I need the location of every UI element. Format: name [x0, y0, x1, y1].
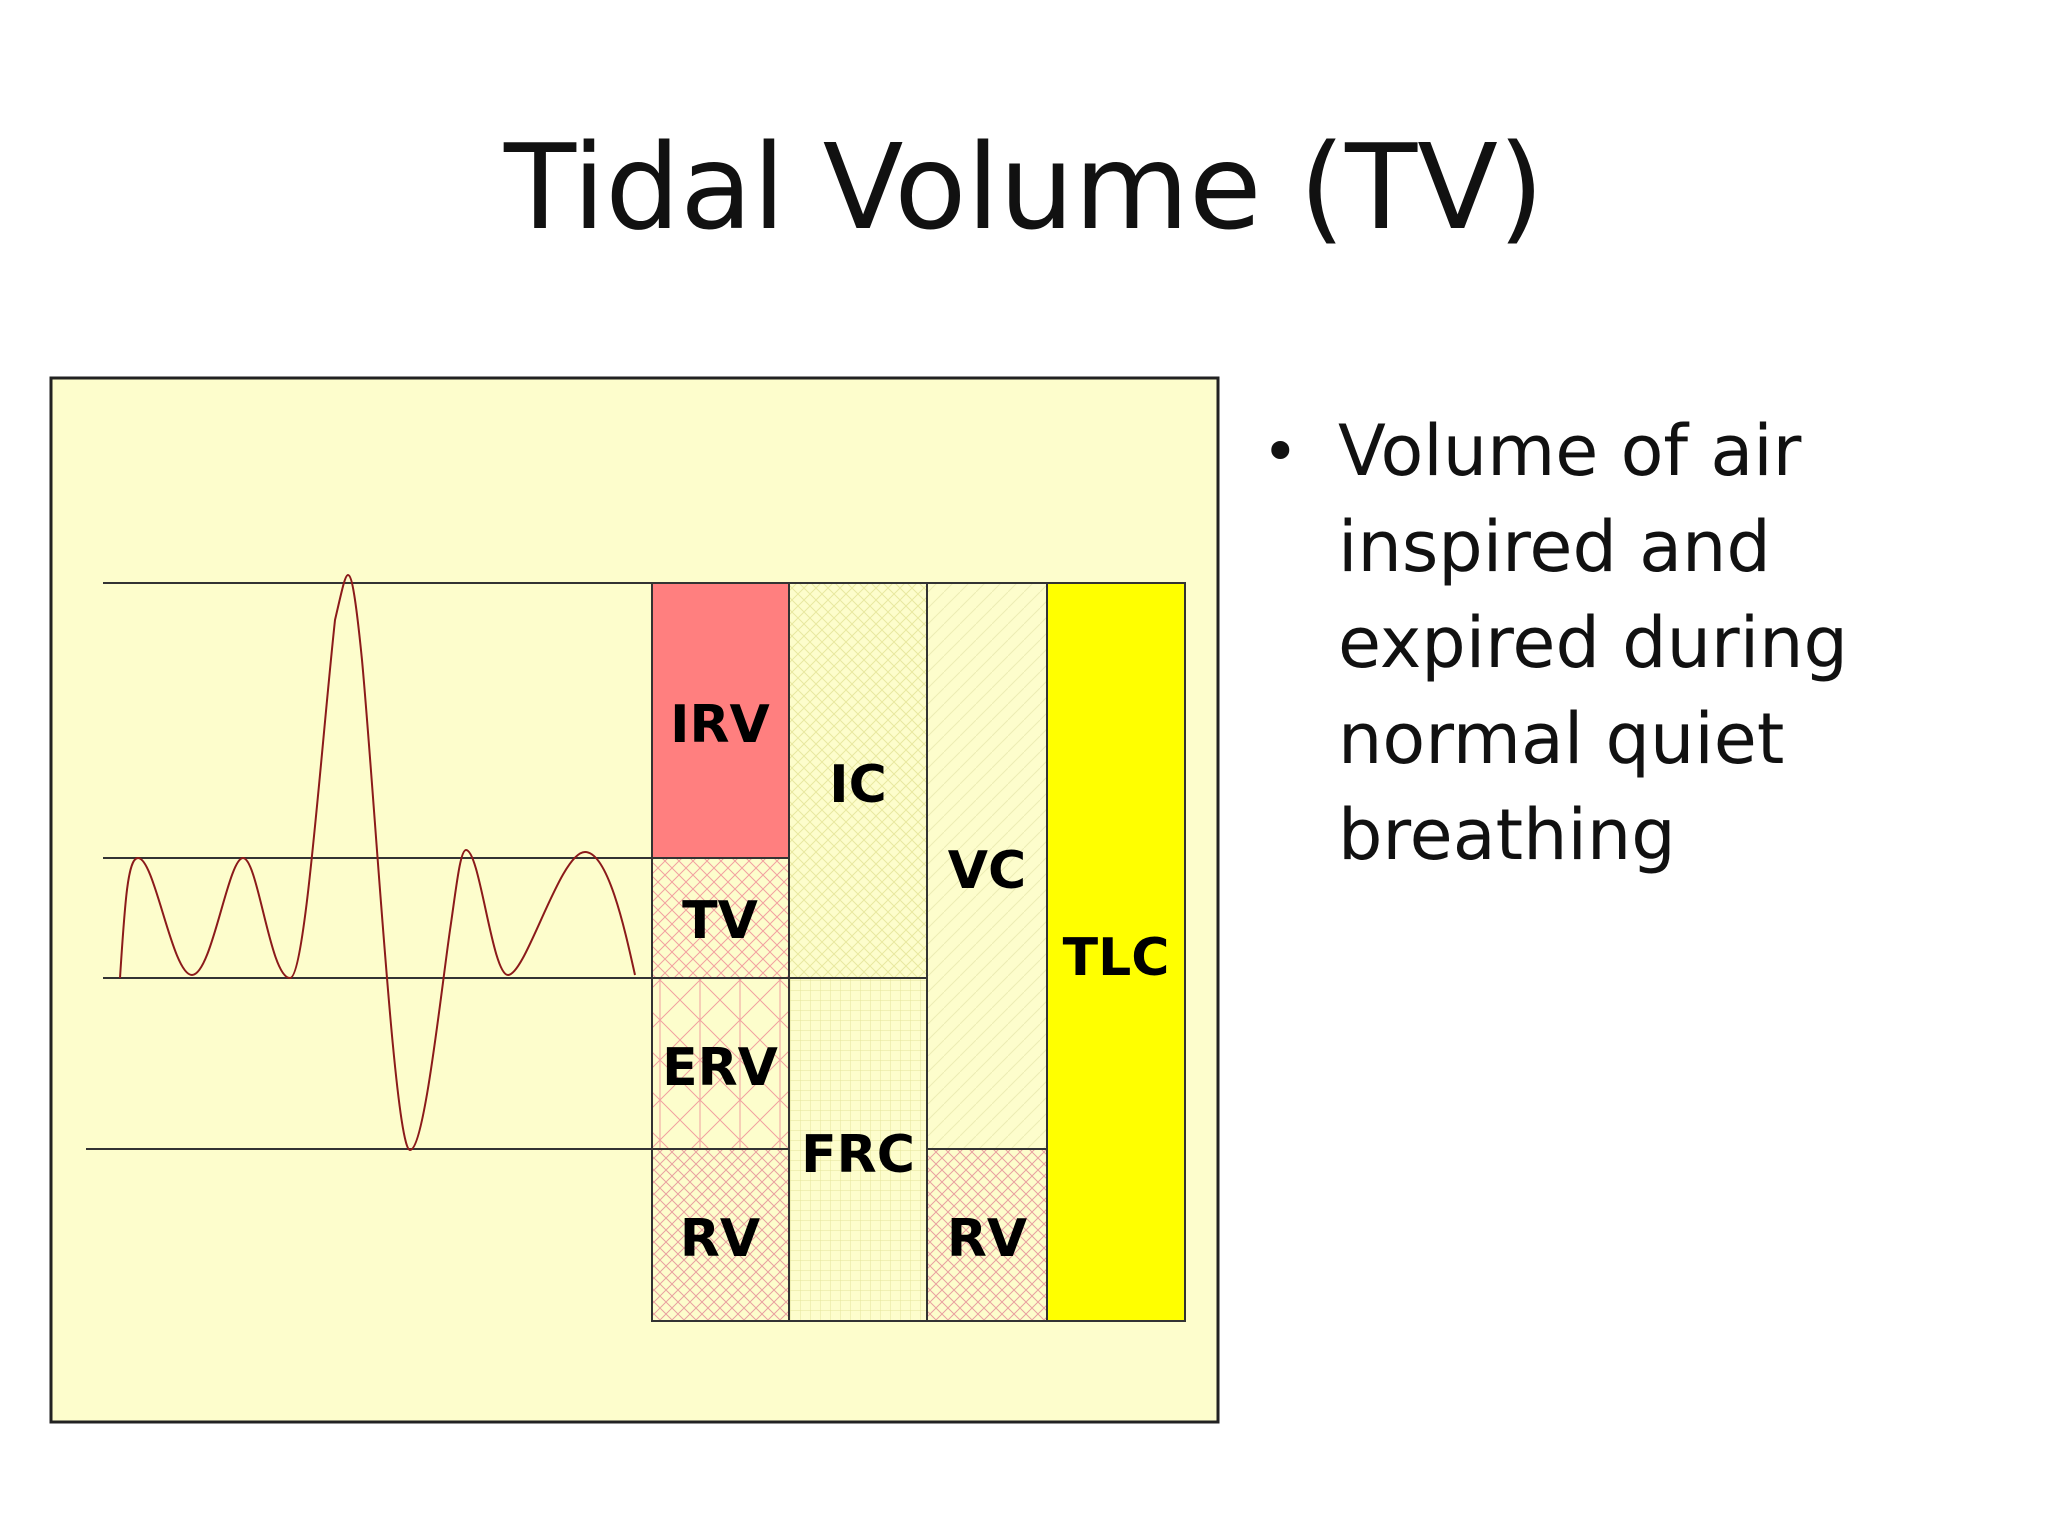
slide-title: Tidal Volume (TV) — [504, 118, 1544, 256]
tlc-label: TLC — [1063, 928, 1170, 988]
bullet-item: • Volume of air inspired and expired dur… — [1262, 403, 1882, 883]
vc-box — [926, 582, 1048, 1150]
frc-label: FRC — [801, 1125, 915, 1185]
rv-left-label: RV — [680, 1209, 760, 1269]
tlc-box — [1046, 582, 1186, 1322]
bullet-list: • Volume of air inspired and expired dur… — [1262, 403, 1882, 883]
ic-box — [788, 582, 928, 979]
irv-box — [651, 582, 790, 859]
frc-box — [788, 977, 928, 1322]
ic-label: IC — [829, 755, 887, 815]
bullet-dot-icon: • — [1262, 415, 1299, 488]
rv-right-label: RV — [947, 1209, 1027, 1269]
rv-right-box — [926, 1148, 1048, 1322]
erv-label: ERV — [662, 1038, 778, 1098]
tv-label: TV — [682, 891, 758, 951]
vc-label: VC — [948, 841, 1026, 901]
spirogram-trace — [119, 573, 636, 1152]
bullet-text: Volume of air inspired and expired durin… — [1338, 410, 1848, 876]
irv-label: IRV — [670, 695, 770, 755]
